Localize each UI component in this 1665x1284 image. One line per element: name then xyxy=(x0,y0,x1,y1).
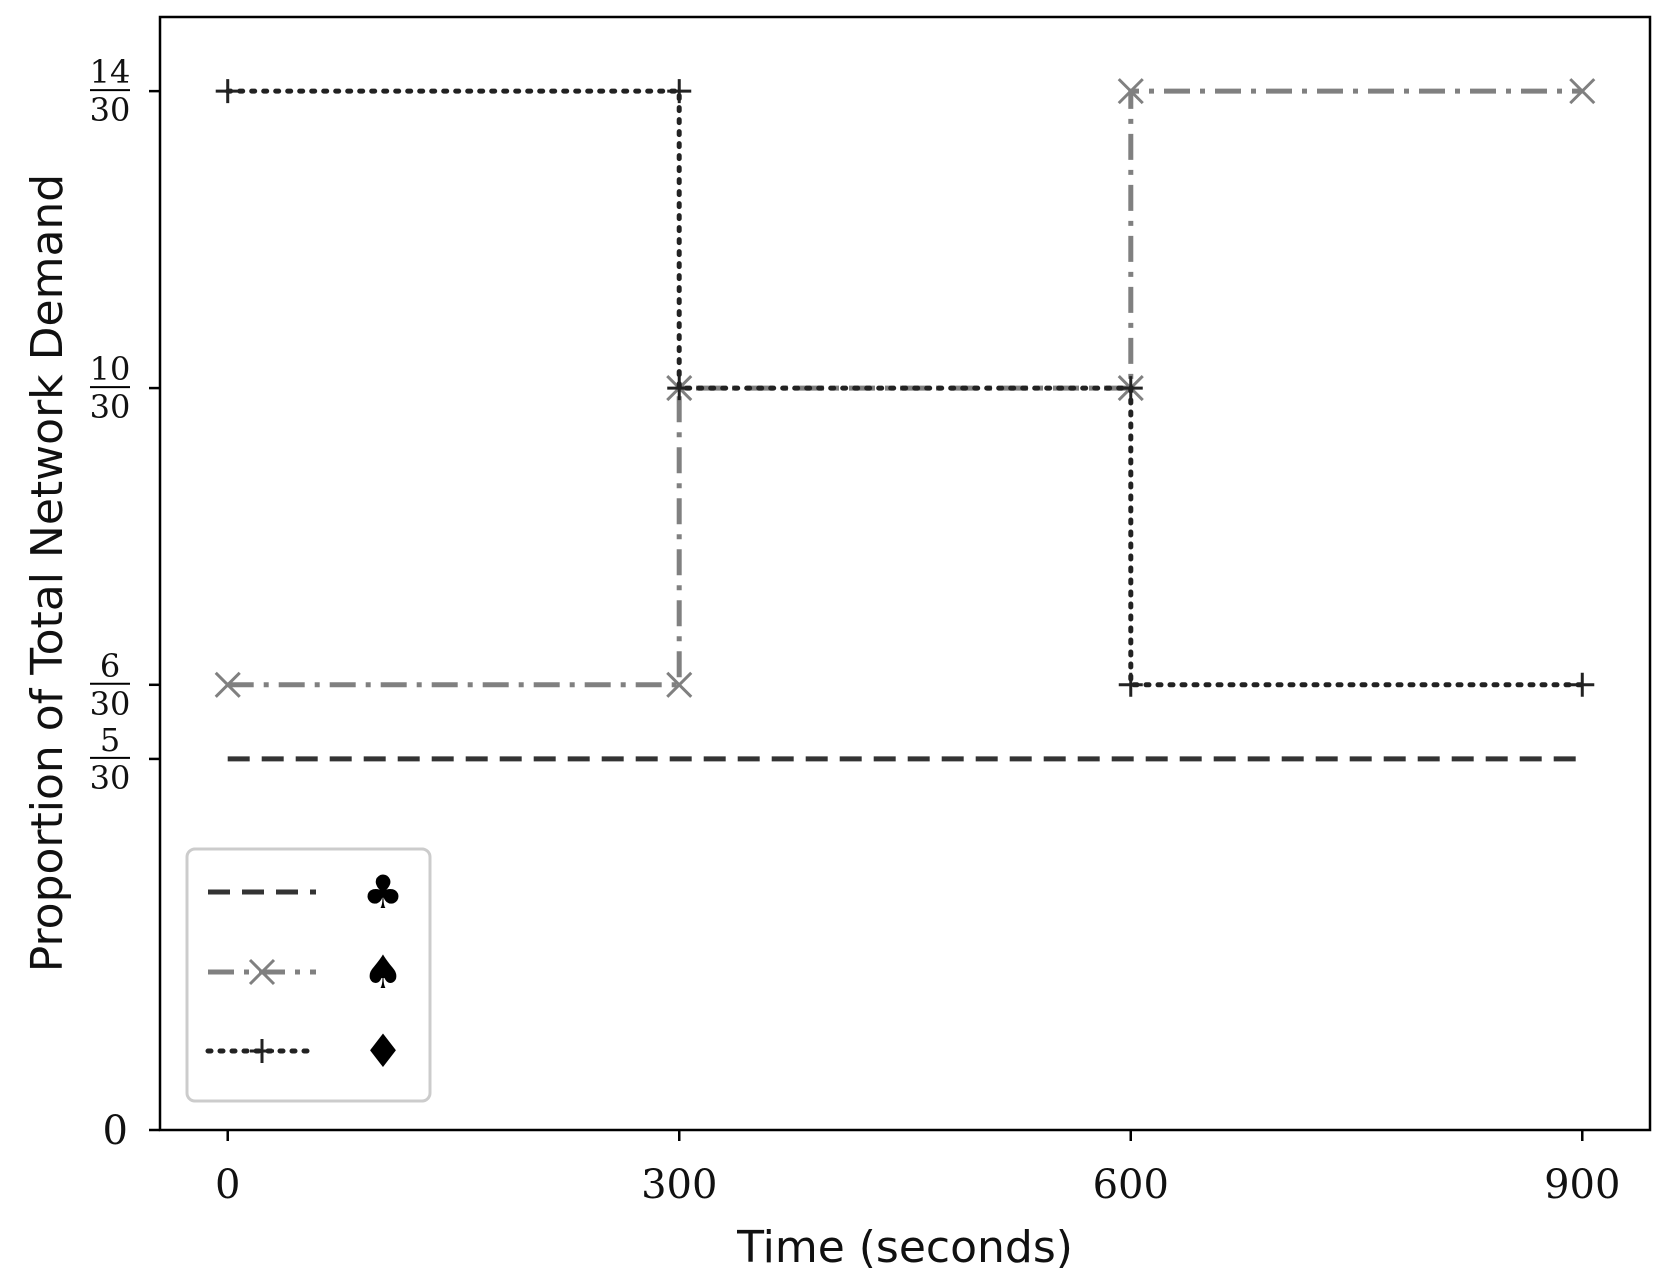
series-2-marker xyxy=(1118,376,1143,401)
x-tick-label: 900 xyxy=(1544,1162,1620,1208)
y-tick-denominator: 30 xyxy=(90,388,131,426)
legend-marker-1 xyxy=(248,958,276,986)
series-line-2 xyxy=(225,88,1585,688)
series-2-marker xyxy=(667,376,692,401)
series-2-marker xyxy=(667,79,692,104)
series-2-marker xyxy=(1118,672,1143,697)
y-tick-numerator: 10 xyxy=(90,350,131,388)
y-tick-numerator: 14 xyxy=(90,53,131,91)
legend-label-0: ♣ xyxy=(362,865,403,919)
series-1-marker xyxy=(666,671,693,698)
series-2-marker xyxy=(215,79,240,104)
x-tick-label: 0 xyxy=(215,1162,240,1208)
series-1-marker xyxy=(1569,78,1596,105)
plot-frame xyxy=(158,15,1652,1132)
y-axis-label: Proportion of Total Network Demand xyxy=(22,174,73,972)
x-tick-label: 300 xyxy=(641,1162,717,1208)
x-axis-label: Time (seconds) xyxy=(736,1222,1073,1273)
series-2-marker xyxy=(1570,672,1595,697)
legend-marker-2 xyxy=(250,1039,274,1063)
legend-box xyxy=(185,847,432,1103)
x-tick-label: 600 xyxy=(1093,1162,1169,1208)
y-tick-denominator: 30 xyxy=(90,91,131,129)
legend-label-1: ♠ xyxy=(362,945,403,999)
y-tick-label: 0 xyxy=(103,1108,128,1154)
y-tick-numerator: 6 xyxy=(100,647,120,685)
x-axis: 0 300 600 900 xyxy=(215,1130,1620,1208)
y-tick-denominator: 30 xyxy=(90,685,131,723)
y-tick-denominator: 30 xyxy=(90,759,131,797)
plot-area xyxy=(214,78,1596,762)
series-1-marker xyxy=(1117,78,1144,105)
series-1-marker xyxy=(214,671,241,698)
legend: ♣ ♠ ♦ xyxy=(185,847,432,1103)
legend-label-2: ♦ xyxy=(362,1024,403,1078)
y-tick-numerator: 5 xyxy=(100,721,120,759)
